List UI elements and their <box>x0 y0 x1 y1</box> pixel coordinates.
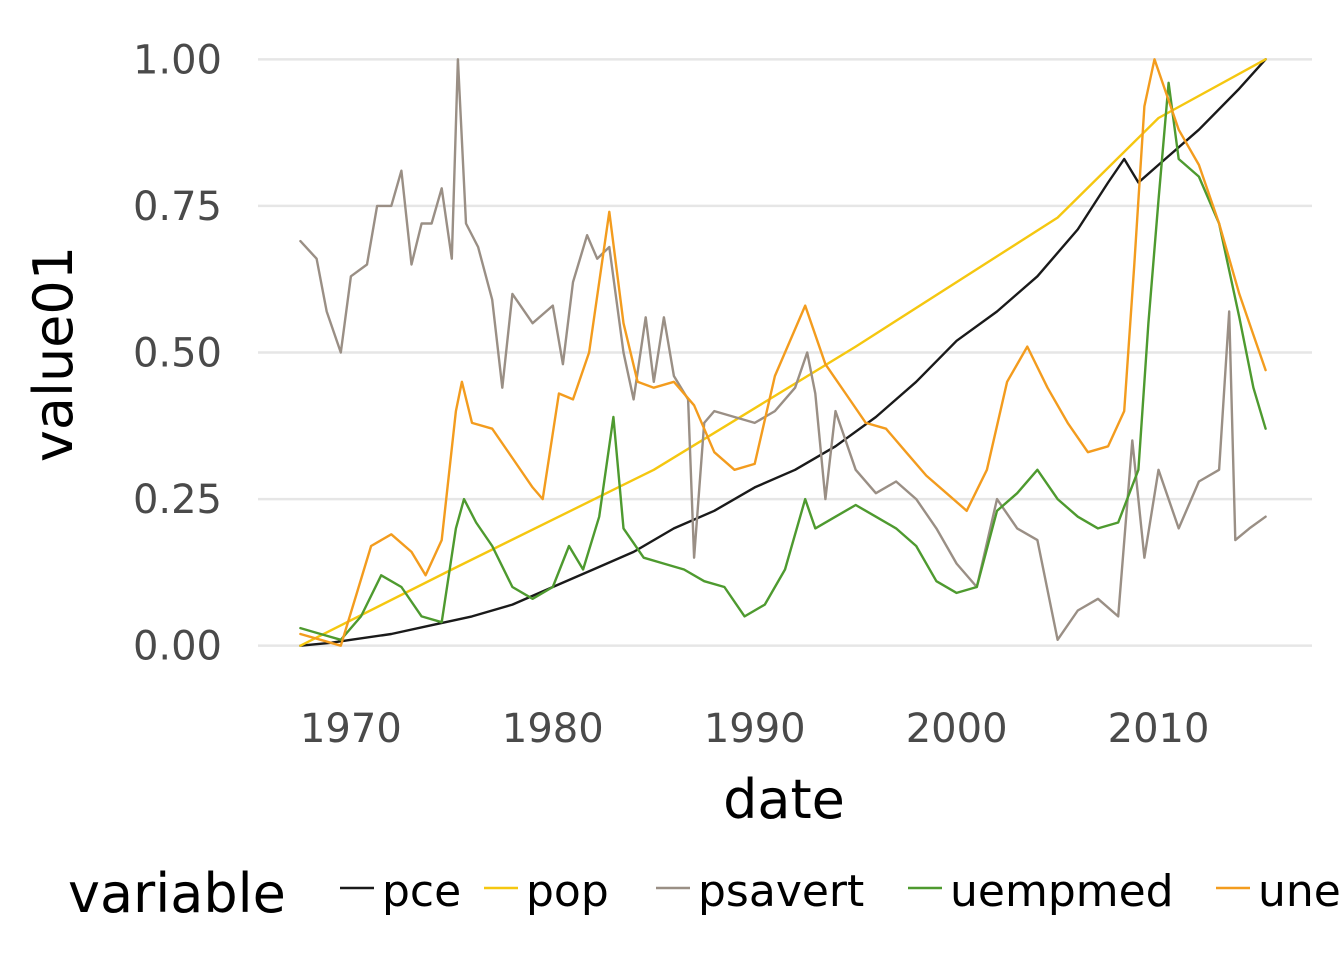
y-axis-ticks: 0.00 0.25 0.50 0.75 1.00 <box>133 37 222 669</box>
y-axis-title: value01 <box>22 246 85 462</box>
legend-label-uempmed: uempmed <box>950 866 1174 917</box>
x-tick-label: 2000 <box>906 706 1008 752</box>
y-tick-label: 0.75 <box>133 184 222 230</box>
x-axis-title: date <box>723 768 845 831</box>
legend-label-pce: pce <box>382 866 461 917</box>
legend-title: variable <box>68 862 286 925</box>
legend-label-pop: pop <box>526 866 609 917</box>
series-line-uempmed <box>299 81 1267 641</box>
y-tick-label: 0.25 <box>133 477 222 523</box>
legend-label-psavert: psavert <box>698 866 864 917</box>
x-tick-label: 1990 <box>704 706 806 752</box>
x-tick-label: 1970 <box>300 706 402 752</box>
series-line-pop <box>299 58 1267 647</box>
legend-label-unemploy: unemploy <box>1258 866 1344 917</box>
x-axis-ticks: 1970 1980 1990 2000 2010 <box>300 706 1209 752</box>
legend-items: pce pop psavert uempmed unemploy <box>340 866 1344 917</box>
y-tick-label: 1.00 <box>133 37 222 83</box>
x-tick-label: 1980 <box>502 706 604 752</box>
y-tick-label: 0.00 <box>133 624 222 670</box>
legend: variable pce pop psavert uempmed unemploy <box>68 862 1344 925</box>
series-line-psavert <box>299 58 1267 641</box>
series-lines <box>299 58 1267 647</box>
series-line-unemploy <box>299 58 1267 647</box>
x-tick-label: 2010 <box>1108 706 1210 752</box>
y-tick-label: 0.50 <box>133 331 222 377</box>
series-line-pce <box>299 58 1267 647</box>
